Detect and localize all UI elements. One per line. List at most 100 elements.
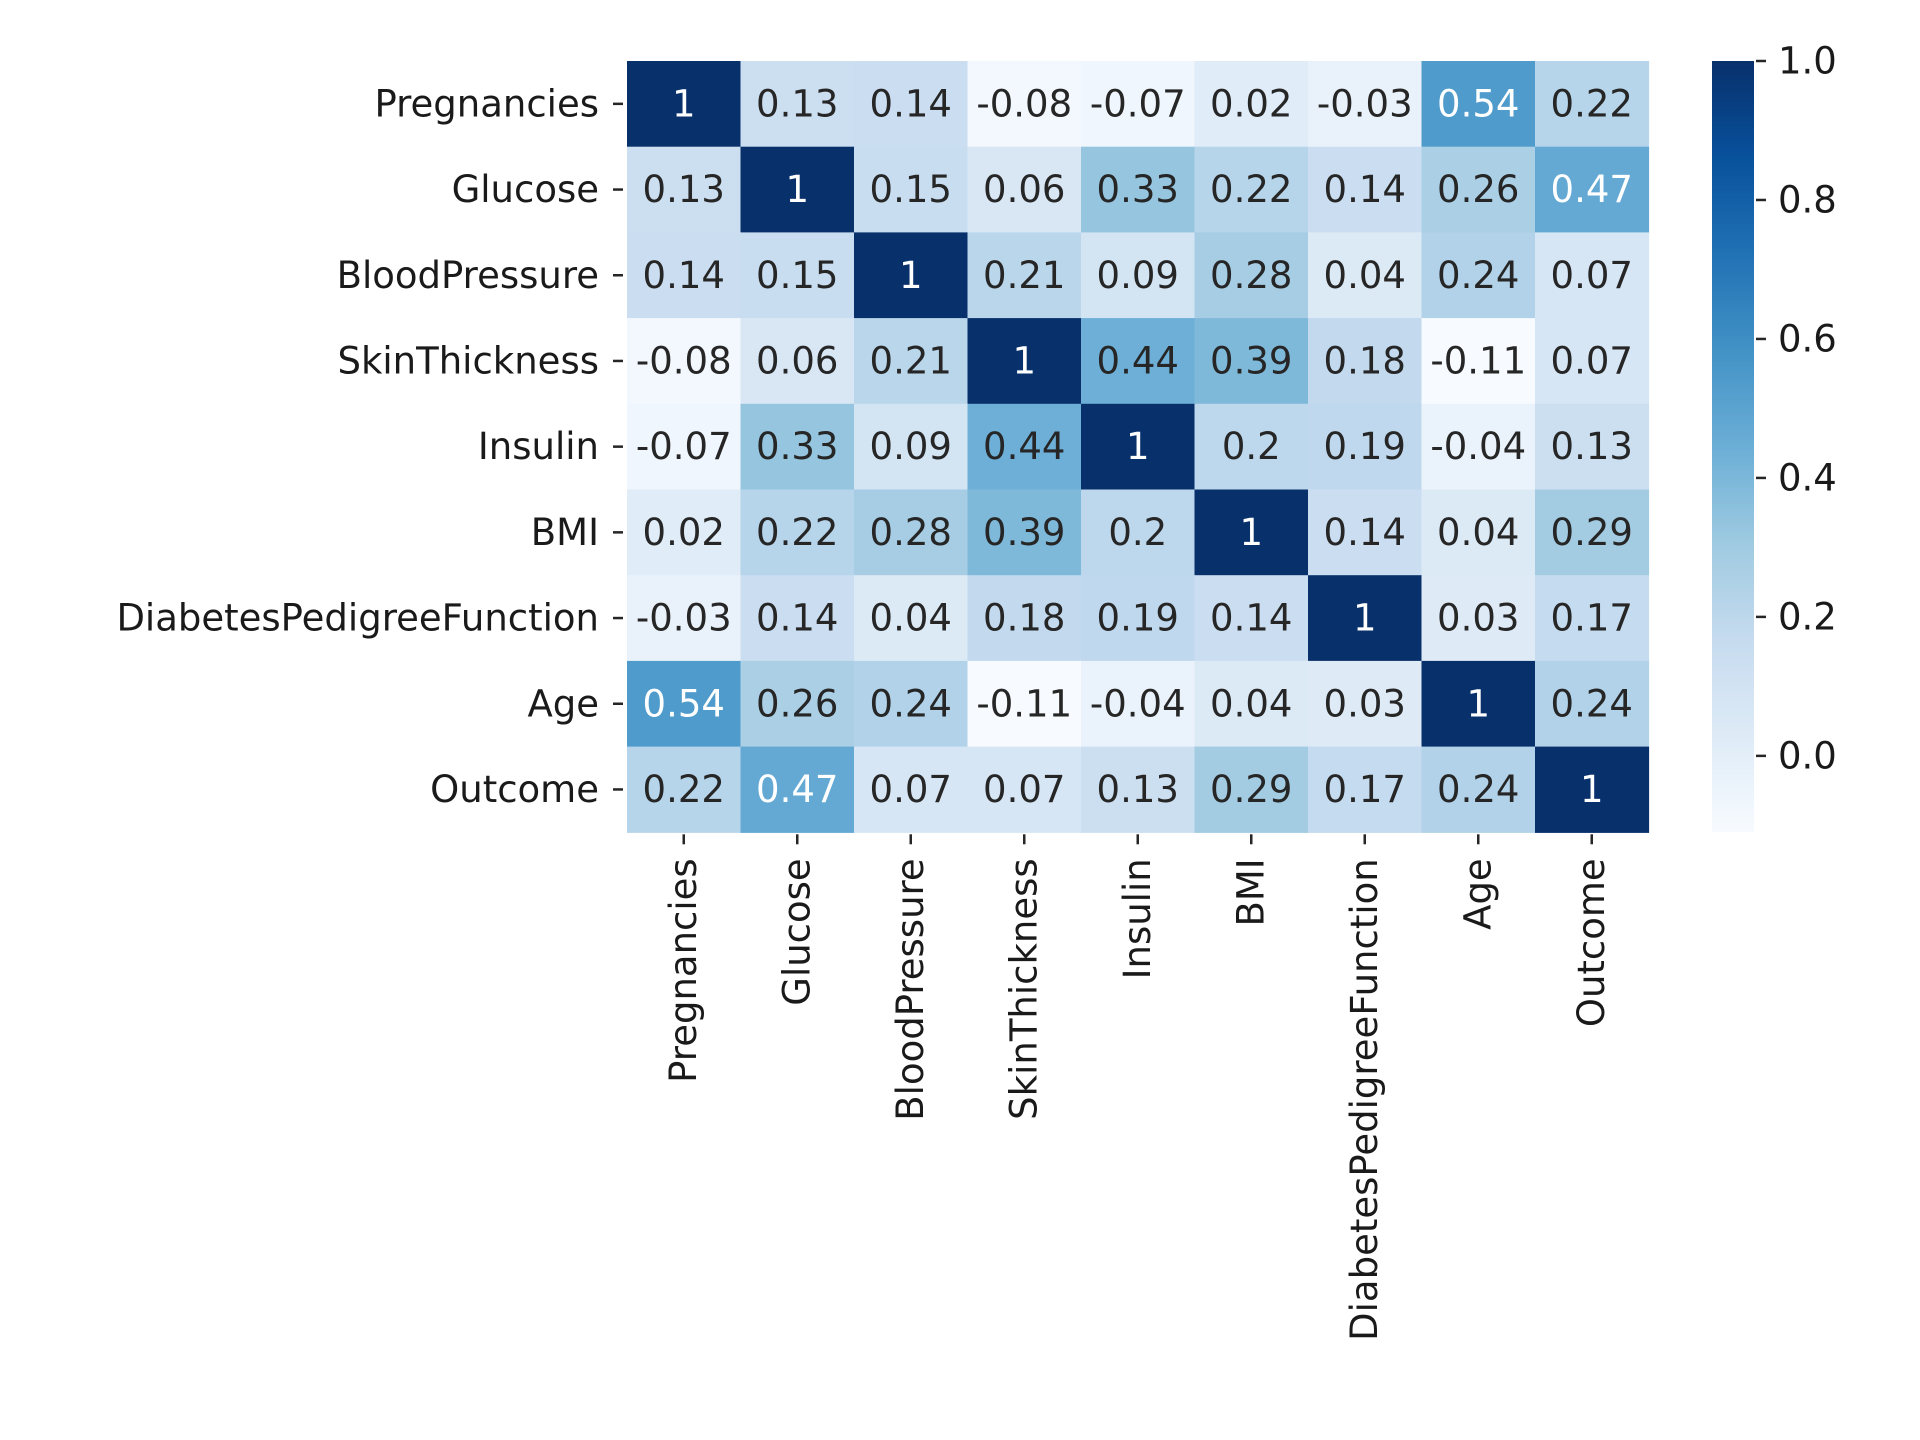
heatmap-cell [1535,746,1650,833]
row-tick-label: BMI [531,511,599,554]
cell-value-label: 0.26 [1437,168,1519,211]
cell-value-label: 0.22 [1551,82,1633,125]
cell-value-label: 0.33 [756,425,838,468]
heatmap-cell [967,746,1082,833]
heatmap-cell [854,746,969,833]
cell-value-label: 0.26 [756,682,838,725]
column-tick-label: BloodPressure [889,858,932,1120]
heatmap-cell [740,575,855,662]
heatmap-cell [1535,61,1650,148]
cell-value-label: 0.14 [643,254,725,297]
cell-value-label: 0.44 [983,425,1065,468]
cell-value-label: 0.44 [1097,339,1179,382]
cell-value-label: 0.33 [1097,168,1179,211]
cell-value-label: 0.24 [1551,682,1633,725]
column-tick-label: Age [1457,858,1500,930]
heatmap-cell [1308,660,1423,748]
cell-value-label: 0.04 [1210,682,1292,725]
heatmap-cell [1308,318,1423,405]
cell-value-label: 1 [785,168,809,211]
cell-value-label: 0.04 [870,597,952,640]
cell-value-label: 0.28 [1210,254,1292,297]
cell-value-label: 0.13 [1551,425,1633,468]
colorbar-tick-label: 0.2 [1778,595,1837,638]
heatmap-cell [1081,660,1196,748]
cell-value-label: 0.22 [756,511,838,554]
cell-value-label: 0.14 [1324,168,1406,211]
heatmap-cell [740,318,855,405]
cell-value-label: 0.39 [1210,339,1292,382]
heatmap-cell [740,232,855,319]
cell-value-label: 1 [1012,339,1036,382]
heatmap-cell [1421,318,1536,405]
cell-value-label: 0.18 [983,597,1065,640]
heatmap-cell [854,575,969,662]
heatmap-cell [967,318,1082,405]
row-tick-label: DiabetesPedigreeFunction [116,597,599,640]
heatmap-cell [967,489,1082,576]
heatmap-cell [627,403,742,491]
row-tick-label: Insulin [478,425,599,468]
heatmap-cell [1421,403,1536,491]
cell-value-label: 0.06 [983,168,1065,211]
cell-value-label: -0.03 [1317,82,1413,125]
column-tick-label: BMI [1230,858,1273,926]
cell-value-label: 0.06 [756,339,838,382]
cell-value-label: -0.04 [1430,425,1526,468]
heatmap-cell [1308,232,1423,319]
heatmap-cell [854,660,969,748]
cell-value-label: 0.13 [756,82,838,125]
cell-value-label: 0.29 [1551,511,1633,554]
heatmap-cell [1194,318,1309,405]
heatmap-cell [854,489,969,576]
cell-value-label: 0.02 [643,511,725,554]
cell-value-label: -0.11 [976,682,1072,725]
cell-value-label: 1 [1126,425,1150,468]
heatmap-cell [967,146,1082,233]
heatmap-cell [1194,489,1309,576]
cell-value-label: 0.21 [870,339,952,382]
cell-value-label: 0.04 [1437,511,1519,554]
heatmap-cell [1535,403,1650,491]
cell-value-label: 0.29 [1210,768,1292,811]
heatmap-cell [854,318,969,405]
heatmap-cell [1421,575,1536,662]
colorbar-tick-label: 0.6 [1778,317,1837,360]
cell-value-label: 0.09 [870,425,952,468]
colorbar-tick-label: 0.8 [1778,178,1837,221]
heatmap-cell [627,746,742,833]
heatmap-cell [1421,660,1536,748]
heatmap-cell [1308,403,1423,491]
row-tick-label: Pregnancies [374,82,599,125]
row-tick-label: BloodPressure [337,254,599,297]
colorbar-gradient [1712,61,1754,833]
row-tick-label: Glucose [452,168,599,211]
heatmap-cell [1308,146,1423,233]
cell-value-label: 0.18 [1324,339,1406,382]
heatmap-cell [627,318,742,405]
heatmap-cell [1308,489,1423,576]
row-tick-labels: Pregnancies Glucose BloodPressure SkinThick… [116,82,623,811]
heatmap-cell [1194,403,1309,491]
heatmap-cell [967,660,1082,748]
cell-value-label: 0.22 [643,768,725,811]
cell-value-label: 0.07 [1551,254,1633,297]
cell-value-label: 0.17 [1551,597,1633,640]
cell-value-label: 1 [1239,511,1263,554]
heatmap-cell [854,61,969,148]
heatmap-cell [1535,489,1650,576]
column-tick-label: DiabetesPedigreeFunction [1343,858,1386,1341]
heatmap-cell [627,575,742,662]
heatmap-cell [1081,403,1196,491]
heatmap-cell [1535,318,1650,405]
heatmap-cell [1081,318,1196,405]
heatmap-cell [967,61,1082,148]
heatmap-cell [1081,61,1196,148]
row-tick-label: SkinThickness [337,339,599,382]
cell-value-label: 0.2 [1108,511,1167,554]
heatmap-cell [1308,61,1423,148]
cell-value-label: -0.04 [1090,682,1186,725]
heatmap-cell [1535,660,1650,748]
cell-value-label: 0.07 [870,768,952,811]
colorbar: 0.0 0.2 0.4 0.6 0.8 1.0 [1712,40,1837,833]
